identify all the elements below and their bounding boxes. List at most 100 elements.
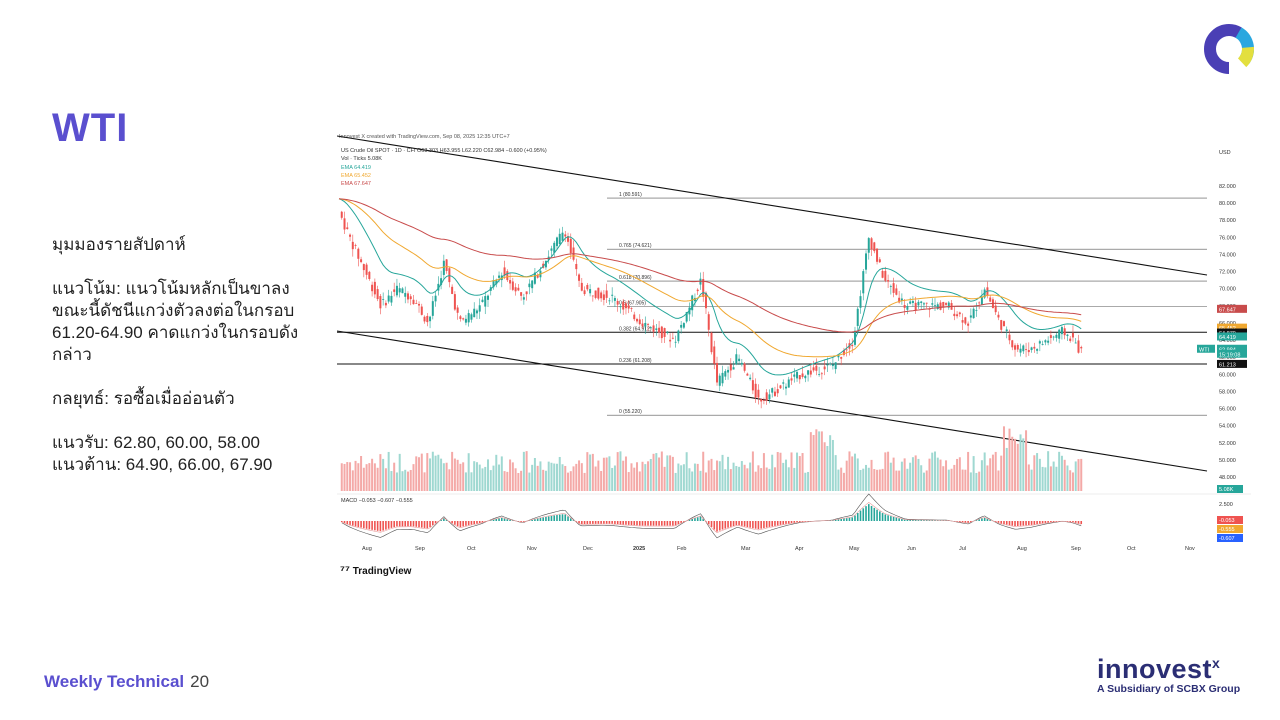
x-axis-label: Sep — [1071, 546, 1081, 552]
macd-bar — [1008, 521, 1011, 526]
macd-bar — [1041, 521, 1044, 524]
candle-body — [520, 292, 523, 296]
macd-bar — [528, 520, 531, 521]
macd-bar — [423, 521, 426, 528]
macd-bar — [732, 521, 735, 526]
macd-bar — [597, 521, 600, 524]
volume-bar — [539, 461, 542, 491]
macd-bar — [627, 521, 630, 525]
candle-body — [696, 289, 699, 292]
macd-bar — [531, 519, 533, 521]
macd-bar — [382, 521, 384, 531]
candle-body — [365, 264, 368, 275]
x-axis-label: Aug — [1017, 546, 1027, 552]
volume-bar — [357, 463, 360, 491]
volume-bar — [506, 471, 509, 491]
macd-bar — [616, 521, 619, 525]
macd-bar — [760, 521, 762, 529]
commentary-support: แนวรับ: 62.80, 60.00, 58.00 — [52, 433, 261, 452]
volume-bar — [1066, 465, 1069, 491]
chart-ema2: EMA 65.452 — [341, 173, 371, 179]
candle-body — [749, 377, 752, 380]
candle-body — [600, 292, 603, 299]
candle-body — [796, 371, 799, 379]
candle-body — [807, 370, 810, 375]
candle-body — [462, 318, 465, 320]
volume-bar — [522, 451, 525, 491]
macd-bar — [754, 521, 757, 529]
volume-bar — [773, 467, 776, 491]
x-axis-label: Nov — [1185, 546, 1195, 552]
candle-body — [702, 279, 705, 297]
macd-bar — [749, 521, 751, 528]
candle-body — [997, 314, 1000, 318]
macd-bar — [832, 520, 834, 521]
candle-body — [633, 314, 636, 320]
volume-bar — [608, 456, 611, 491]
macd-bar — [500, 517, 503, 521]
volume-bar — [845, 460, 848, 491]
candle-body — [624, 303, 627, 309]
volume-bar — [431, 451, 434, 491]
candle-body — [616, 300, 619, 305]
volume-bar — [1063, 459, 1066, 491]
volume-bar — [666, 455, 669, 491]
volume-bar — [498, 464, 501, 491]
candle-body — [362, 264, 365, 271]
macd-bar — [1025, 521, 1027, 526]
volume-bar — [947, 469, 950, 491]
candle-body — [1069, 338, 1072, 341]
candle-body — [1055, 334, 1058, 338]
macd-bar — [790, 521, 793, 524]
macd-bar — [393, 521, 395, 528]
candle-body — [663, 328, 666, 337]
volume-bar — [1005, 447, 1008, 491]
candle-body — [818, 374, 821, 375]
macd-bar — [351, 521, 354, 526]
macd-bar — [851, 517, 854, 521]
price-tick-label: 52.000 — [1219, 441, 1236, 447]
volume-bar — [1044, 467, 1047, 491]
volume-bar — [525, 451, 528, 491]
volume-bar — [859, 470, 862, 491]
volume-bar — [630, 463, 633, 491]
volume-bar — [636, 462, 638, 491]
volume-bar — [423, 472, 426, 491]
volume-bar — [729, 469, 732, 491]
ema-slow-line — [338, 198, 1082, 333]
volume-bar — [964, 469, 967, 491]
volume-bar — [740, 461, 743, 491]
price-tick-label: 54.000 — [1219, 424, 1236, 430]
candle-body — [812, 367, 815, 371]
candle-body — [495, 279, 498, 285]
volume-bar — [442, 463, 445, 491]
price-tag — [1217, 304, 1247, 313]
macd-bar — [625, 521, 627, 525]
macd-tag-text: -0.607 — [1219, 536, 1235, 542]
candle-body — [716, 362, 719, 383]
volume-bar — [544, 470, 547, 491]
candle-body — [431, 301, 434, 316]
candle-body — [829, 363, 832, 365]
volume-bar — [878, 469, 881, 491]
volume-bar — [638, 471, 641, 491]
macd-bar — [506, 519, 509, 521]
macd-bar — [793, 521, 796, 523]
candle-body — [903, 305, 906, 308]
volume-bar — [578, 460, 581, 491]
volume-bar — [401, 471, 404, 491]
tradingview-wordmark: TradingView — [352, 566, 412, 577]
volume-bar — [796, 452, 799, 491]
volume-bar — [1008, 428, 1011, 491]
macd-bar — [498, 518, 500, 521]
candle-body — [928, 308, 931, 310]
macd-histogram — [340, 504, 1083, 532]
volume-bar — [426, 453, 429, 491]
macd-bar — [429, 521, 431, 528]
macd-bar — [1014, 521, 1016, 527]
volume-bar — [384, 468, 387, 491]
candle-body — [564, 234, 567, 237]
macd-bar — [1077, 521, 1080, 524]
candle-body — [357, 248, 360, 259]
brand-subtitle: A Subsidiary of SCBX Group — [1097, 683, 1241, 695]
